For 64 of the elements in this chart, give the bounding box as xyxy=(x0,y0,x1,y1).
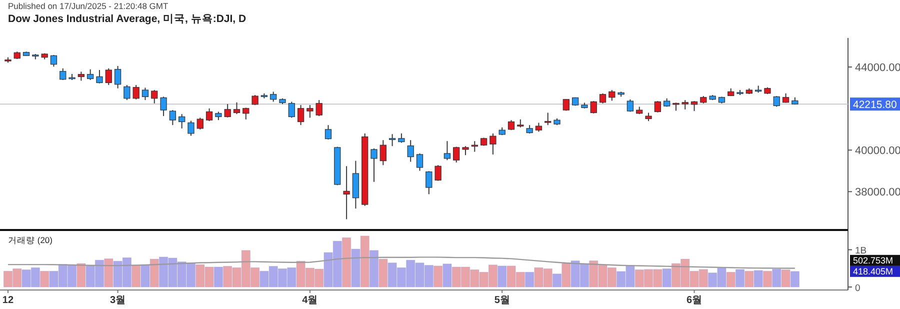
text: 거래량 (20) xyxy=(8,235,53,245)
candlestick xyxy=(124,84,130,101)
candlestick xyxy=(206,108,213,122)
candlestick xyxy=(434,164,442,182)
text: 502.753M xyxy=(853,256,894,266)
candlestick xyxy=(370,148,378,182)
candlestick xyxy=(426,170,432,195)
candlestick xyxy=(535,122,542,132)
y-tick-label: 1B xyxy=(855,246,867,257)
candlestick xyxy=(599,92,606,104)
candlestick xyxy=(132,84,140,100)
x-tick-label: 3월 xyxy=(110,295,126,306)
candlestick xyxy=(654,100,661,113)
ref-line-label: 42215.80 xyxy=(853,98,897,111)
candlestick xyxy=(380,140,386,166)
candlestick xyxy=(398,132,405,144)
x-tick-label: 4월 xyxy=(302,295,318,306)
candlestick xyxy=(324,124,332,140)
x-tick-label: 6월 xyxy=(686,295,702,306)
text: 418.405M xyxy=(853,266,894,277)
candlestick xyxy=(233,102,240,115)
candlestick xyxy=(188,120,194,136)
candlestick xyxy=(160,96,167,117)
candlestick xyxy=(407,140,414,162)
candlestick xyxy=(682,100,688,110)
candlestick xyxy=(78,71,84,82)
y-tick-label: 0 xyxy=(855,283,860,294)
candlestick xyxy=(773,96,780,108)
candlestick xyxy=(626,98,634,112)
candlestick xyxy=(590,100,597,114)
candlestick xyxy=(388,134,396,147)
candlestick xyxy=(224,104,231,118)
candlestick xyxy=(87,68,94,81)
candlestick xyxy=(288,101,295,118)
candlestick xyxy=(242,107,250,120)
candlestick xyxy=(343,166,350,220)
candlestick xyxy=(416,152,424,172)
candlestick xyxy=(306,104,314,118)
candlestick xyxy=(690,100,698,112)
candlestick xyxy=(490,132,496,155)
candlestick xyxy=(178,114,186,129)
candlestick xyxy=(297,104,304,126)
line-series xyxy=(7,256,796,269)
candlestick xyxy=(316,100,322,117)
candlestick xyxy=(151,90,158,104)
candlestick xyxy=(196,117,204,130)
candlestick xyxy=(608,90,616,102)
candlestick xyxy=(252,94,258,106)
x-tick-label: 12 xyxy=(2,295,14,306)
candlestick xyxy=(444,140,451,161)
candlestick xyxy=(270,91,277,102)
chart-title: Dow Jones Industrial Average, 미국, 뉴욕:DJI, D xyxy=(8,13,247,25)
candlestick xyxy=(96,69,103,84)
candlestick xyxy=(105,68,112,86)
candlestick xyxy=(60,68,66,81)
candlestick xyxy=(462,146,469,156)
candlestick xyxy=(114,65,122,89)
candlestick xyxy=(50,54,58,68)
candlestick xyxy=(453,146,460,163)
candlestick xyxy=(169,110,176,126)
x-tick-label: 5월 xyxy=(494,295,510,306)
candlestick xyxy=(544,112,552,126)
candlestick xyxy=(142,87,149,101)
text: Published on 17/Jun/2025 - 21:20:48 GMT xyxy=(8,1,168,11)
